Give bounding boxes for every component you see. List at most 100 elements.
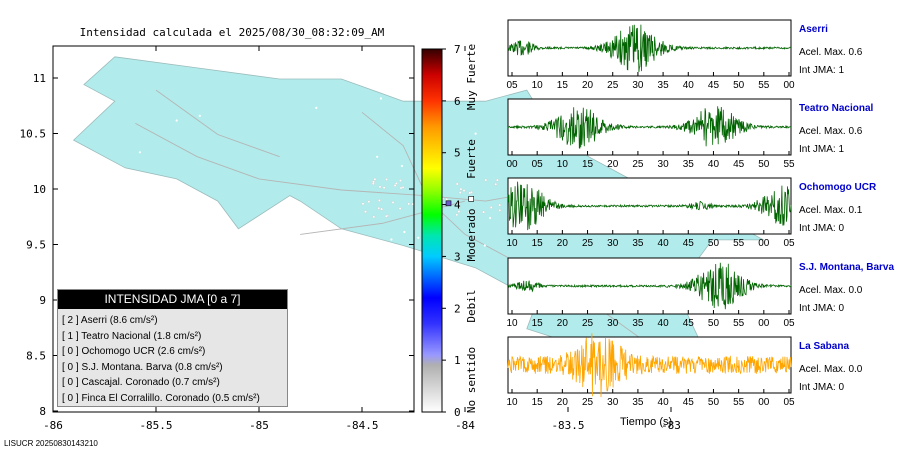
waveform-x-tick-label: 05 <box>783 238 795 249</box>
waveform-x-tick-label: 55 <box>733 238 745 249</box>
waveform-frame <box>507 336 792 394</box>
town-dot <box>315 106 318 109</box>
town-dot <box>382 186 386 190</box>
waveform-x-tick-label: 35 <box>632 318 644 329</box>
town-dot <box>257 268 260 271</box>
waveform-x-tick-label: 15 <box>557 80 569 91</box>
map-title: Intensidad calculada el 2025/08/30_08:32… <box>80 26 385 39</box>
town-dot <box>284 219 287 222</box>
waveform-x-tick-label: 50 <box>733 80 745 91</box>
waveform-x-tick-label: 25 <box>582 397 594 408</box>
waveform-x-tick-label: 45 <box>683 318 695 329</box>
waveform-x-tick-label: 10 <box>532 80 544 91</box>
legend-station-label: Cascajal. Coronado (0.7 cm/s²) <box>81 377 220 388</box>
town-dot <box>384 214 388 218</box>
colorbar-tick-label: 1 <box>454 354 461 367</box>
town-dot <box>474 132 477 135</box>
waveform-x-tick-label: 00 <box>758 397 770 408</box>
waveform-x-tick-label: 10 <box>506 238 518 249</box>
town-dot <box>455 182 459 186</box>
waveform-x-tick-label: 00 <box>783 80 795 91</box>
road-line <box>155 89 280 158</box>
town-dot <box>467 211 471 215</box>
station-jma-intensity: Int JMA: 0 <box>799 223 845 234</box>
waveform-panel: 05 10 15 20 25 30 35 40 45 50 55 00 <box>506 19 795 91</box>
town-dot <box>487 305 490 308</box>
town-dot <box>606 160 610 163</box>
waveform-x-tick-label: 50 <box>708 238 720 249</box>
station-jma-intensity: Int JMA: 1 <box>799 65 845 76</box>
waveform-x-tick-label: 05 <box>783 318 795 329</box>
town-dot <box>162 250 165 253</box>
legend-item: [ 1 ] Teatro Nacional (1.8 cm/s²) <box>62 331 201 342</box>
town-dot <box>364 210 367 214</box>
waveform-panel: 10 15 20 25 30 35 40 45 50 55 00 05 <box>506 257 795 329</box>
colorbar-tick-label: 0 <box>454 406 461 419</box>
road-line <box>361 111 425 191</box>
colorbar-tick-label: 3 <box>454 250 461 263</box>
town-dot <box>370 325 373 328</box>
map-x-tick-label: -83.5 <box>551 419 584 432</box>
waveform-x-tick-label: 20 <box>607 159 619 170</box>
town-dot <box>399 179 402 183</box>
map-x-tick-label: -83 <box>661 419 681 432</box>
waveform-x-tick-label: 40 <box>708 159 720 170</box>
town-dot <box>457 210 461 214</box>
legend-jma-value: [ 0 ] <box>62 346 82 357</box>
waveform-x-tick-label: 35 <box>658 80 670 91</box>
map-x-tick-label: -84 <box>455 419 475 432</box>
town-dot <box>468 191 472 195</box>
waveform-trace <box>507 106 792 149</box>
waveform-x-tick-label: 20 <box>557 318 569 329</box>
town-dot <box>488 216 492 220</box>
colorbar-category-label: Fuerte <box>465 139 478 179</box>
map-y-tick-label: 10.5 <box>20 128 47 141</box>
station-marker <box>468 196 474 202</box>
station-jma-intensity: Int JMA: 0 <box>799 303 845 314</box>
map-y-tick-label: 8.5 <box>26 350 46 363</box>
legend-station-label: Ochomogo UCR (2.6 cm/s²) <box>81 346 206 357</box>
town-dot <box>403 230 406 234</box>
legend-jma-value: [ 0 ] <box>62 377 82 388</box>
waveform-x-tick-label: 30 <box>632 80 644 91</box>
town-dot <box>482 210 485 214</box>
waveform-x-tick-label: 30 <box>658 159 670 170</box>
legend-station-label: Aserri (8.6 cm/s²) <box>80 315 158 326</box>
waveform-x-tick-label: 45 <box>708 80 720 91</box>
colorbar-tick-label: 7 <box>454 43 461 56</box>
waveform-x-tick-label: 25 <box>582 238 594 249</box>
waveform-x-tick-label: 20 <box>557 397 569 408</box>
waveform-x-tick-label: 45 <box>683 238 695 249</box>
waveform-x-tick-label: 05 <box>783 397 795 408</box>
town-dot <box>390 238 393 241</box>
town-dot <box>391 201 395 204</box>
waveform-x-tick-label: 50 <box>758 159 770 170</box>
town-dot <box>138 151 141 154</box>
waveform-x-tick-label: 35 <box>632 238 644 249</box>
waveform-x-tick-label: 10 <box>506 318 518 329</box>
station-name: Aserri <box>799 24 828 35</box>
legend-jma-value: [ 1 ] <box>62 330 82 342</box>
colorbar-tick-label: 5 <box>454 147 461 160</box>
town-dot <box>498 203 502 207</box>
station-name: S.J. Montana, Barva <box>799 262 895 273</box>
town-dot <box>150 191 153 194</box>
town-dot <box>608 238 612 241</box>
waveform-x-tick-label: 55 <box>733 397 745 408</box>
town-dot <box>384 91 387 94</box>
station-name: La Sabana <box>799 341 850 352</box>
map-y-tick-label: 8 <box>39 405 46 418</box>
town-dot <box>376 155 379 158</box>
town-dot <box>458 191 462 195</box>
waveform-trace <box>507 333 792 398</box>
legend-station-label: S.J. Montana. Barva (0.8 cm/s²) <box>81 361 223 373</box>
town-dot <box>175 119 178 122</box>
station-max-accel: Acel. Max. 0.1 <box>799 205 863 216</box>
time-axis-title: Tiempo (s) <box>620 416 673 428</box>
map-y-tick-label: 11 <box>33 72 46 85</box>
waveform-x-tick-label: 35 <box>683 159 695 170</box>
town-dot <box>496 301 500 304</box>
town-dot <box>394 181 398 185</box>
town-dot <box>494 182 498 186</box>
station-max-accel: Acel. Max. 0.6 <box>799 47 863 58</box>
